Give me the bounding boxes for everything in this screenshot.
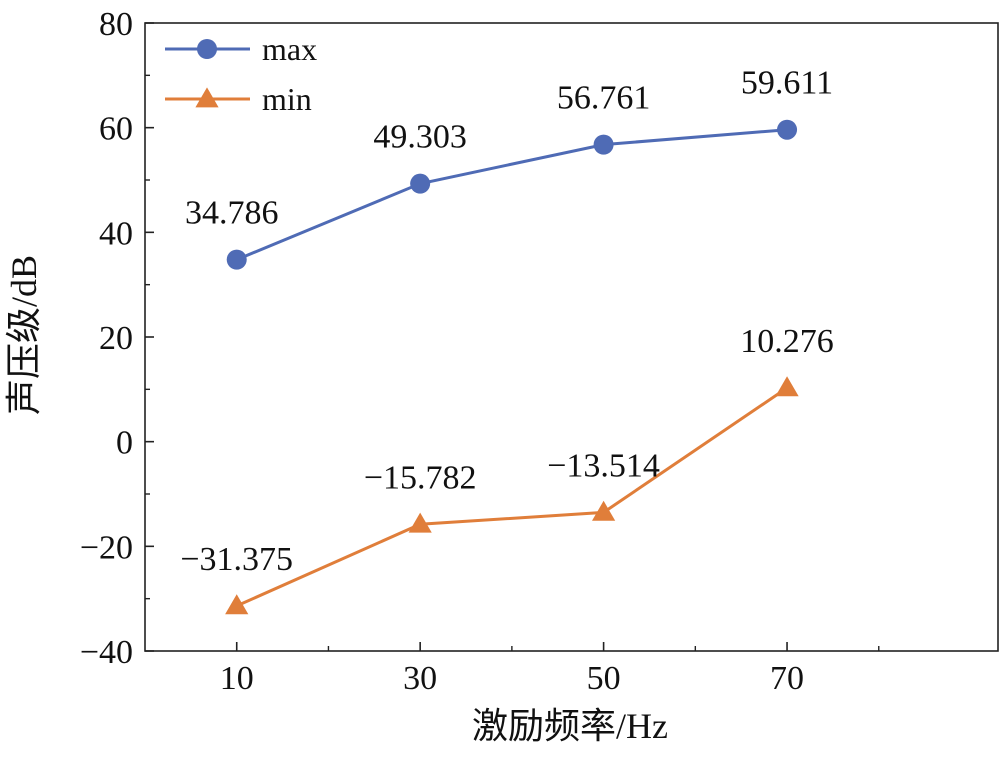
data-label-max: 34.786 — [185, 195, 279, 232]
data-label-max: 59.611 — [741, 65, 833, 102]
y-axis-title: 声压级/dB — [4, 255, 44, 415]
data-point-min — [592, 500, 616, 521]
y-tick-label: 0 — [116, 425, 133, 462]
data-label-min: −15.782 — [364, 459, 477, 496]
x-tick-label: 70 — [770, 660, 804, 697]
y-tick-label: 40 — [99, 215, 133, 252]
y-tick-label: 80 — [99, 6, 133, 43]
x-tick-label: 30 — [403, 660, 437, 697]
series-line-max — [236, 128, 788, 262]
y-tick-label: −20 — [80, 529, 133, 566]
data-label-max: 49.303 — [373, 119, 467, 156]
data-point-max — [226, 249, 247, 270]
x-axis-title: 激励频率/Hz — [472, 706, 668, 746]
y-tick-label: 60 — [99, 111, 133, 148]
legend: max min — [165, 31, 317, 117]
data-point-max — [410, 173, 431, 194]
x-tick-label: 50 — [587, 660, 621, 697]
axes: 80 60 40 20 0 −20 −40 10 30 50 70 — [80, 6, 999, 697]
y-tick-label: 20 — [99, 320, 133, 357]
data-point-min — [775, 376, 799, 397]
data-point-min — [408, 512, 432, 533]
data-label-min: 10.276 — [740, 323, 834, 360]
data-labels: 34.786 49.303 56.761 59.611 −31.375 −15.782 −1… — [180, 65, 833, 578]
data-label-max: 56.761 — [557, 80, 651, 117]
data-point-max — [593, 134, 614, 155]
y-tick-label: −40 — [80, 634, 133, 671]
series-line-min — [236, 386, 788, 608]
series-layer — [225, 119, 799, 615]
data-label-min: −13.514 — [547, 447, 660, 484]
data-point-min — [225, 594, 249, 615]
data-label-min: −31.375 — [180, 541, 293, 578]
data-point-max — [777, 119, 798, 140]
legend-label-max: max — [262, 31, 317, 67]
x-tick-label: 10 — [220, 660, 254, 697]
legend-label-min: min — [262, 81, 312, 117]
legend-marker-min — [195, 87, 219, 108]
legend-marker-max — [197, 39, 217, 59]
